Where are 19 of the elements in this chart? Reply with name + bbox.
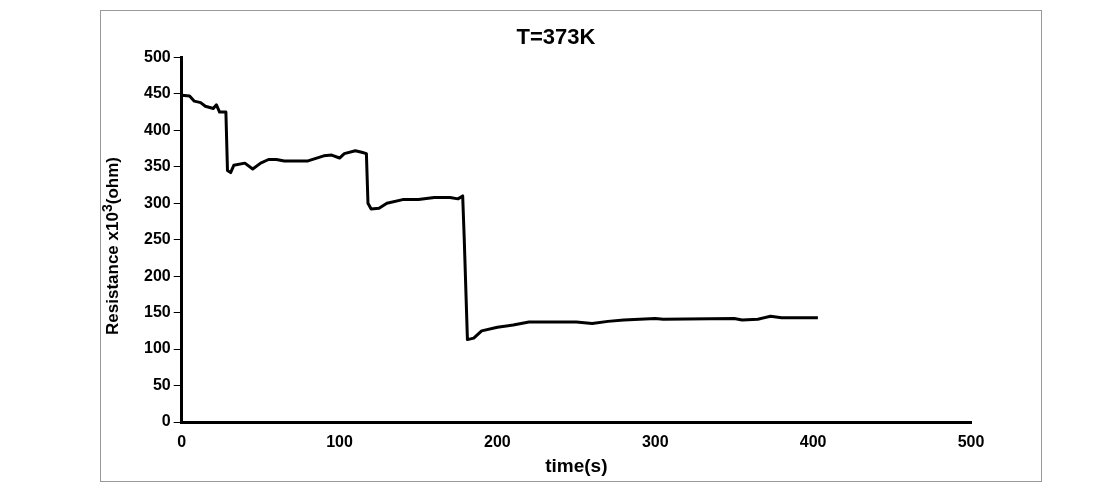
x-tick-label: 100	[326, 433, 353, 451]
x-tick-label: 300	[641, 433, 669, 451]
chart-title: T=373K	[516, 24, 596, 50]
x-tick-label: 400	[799, 433, 827, 451]
x-tick-label: 200	[484, 433, 511, 451]
y-tick-label: 200	[143, 266, 171, 284]
x-tick-label: 500	[957, 433, 985, 451]
y-tick-label: 100	[143, 339, 171, 357]
y-tick-label: 0	[161, 412, 171, 430]
y-tick-label: 500	[143, 47, 171, 65]
y-tick-label: 50	[152, 375, 171, 393]
y-tick-label: 350	[143, 157, 171, 175]
y-tick-label: 250	[143, 230, 171, 248]
y-tick-label: 150	[143, 303, 171, 321]
x-tick-label: 0	[177, 433, 187, 451]
y-tick-label: 400	[143, 120, 171, 138]
y-tick-label: 450	[143, 84, 171, 102]
x-axis-title: time(s)	[545, 454, 608, 476]
y-tick-label: 300	[143, 193, 171, 211]
